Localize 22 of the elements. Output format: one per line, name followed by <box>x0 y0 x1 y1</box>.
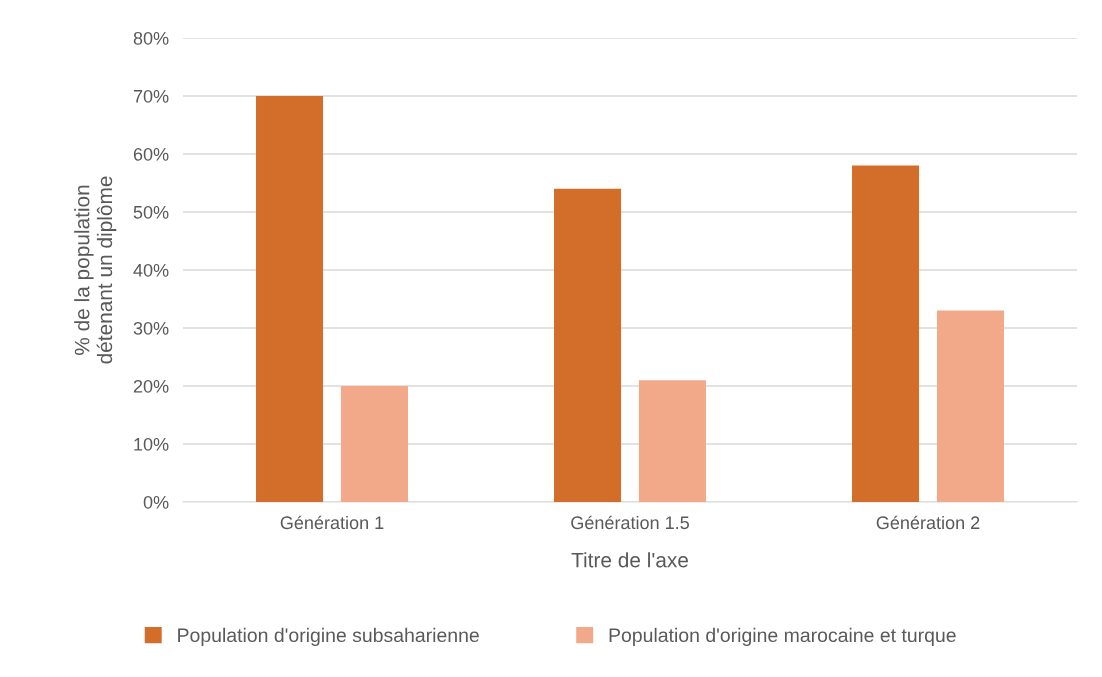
y-tick-label: 50% <box>133 205 169 219</box>
bar <box>936 310 1004 502</box>
y-tick-label: 70% <box>133 89 169 103</box>
y-tick-label: 60% <box>133 147 169 161</box>
y-tick-label: 0% <box>143 495 169 509</box>
y-tick-label: 10% <box>134 437 169 451</box>
bar <box>256 96 324 502</box>
x-tick-label: Génération 2 <box>876 515 980 530</box>
y-tick-label: 80% <box>133 31 169 45</box>
y-tick-label: 40% <box>133 263 169 277</box>
x-tick-label: Génération 1.5 <box>571 515 689 530</box>
bar <box>340 386 408 502</box>
bar <box>554 188 622 502</box>
legend-label: Population d'origine marocaine et turque <box>609 627 956 646</box>
bar <box>638 380 706 502</box>
x-axis-title: Titre de l'axe <box>571 552 688 568</box>
y-tick-label: 20% <box>133 379 169 393</box>
legend-label: Population d'origine subsaharienne <box>178 627 479 646</box>
x-tick-label: Génération 1 <box>280 515 384 530</box>
bar <box>852 165 920 502</box>
y-axis-title: % de la population détenant un diplôme <box>74 176 117 364</box>
y-tick-label: 30% <box>133 321 169 335</box>
